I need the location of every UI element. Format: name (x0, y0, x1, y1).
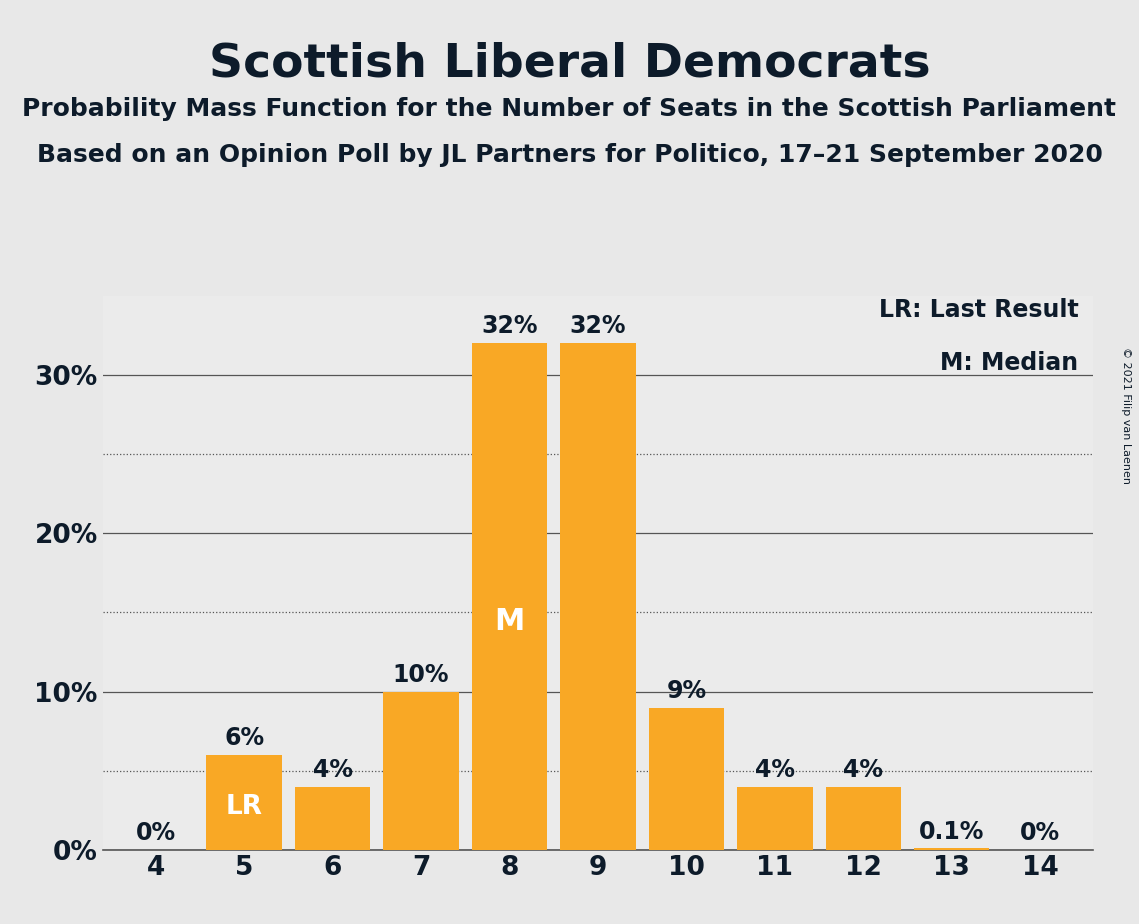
Bar (915, 848, 990, 850)
Bar (560, 343, 636, 850)
Bar (649, 708, 724, 850)
Bar (295, 786, 370, 850)
Text: 4%: 4% (755, 758, 795, 782)
Bar (472, 343, 547, 850)
Text: 0.1%: 0.1% (919, 820, 984, 844)
Text: 0%: 0% (136, 821, 175, 845)
Bar (737, 786, 812, 850)
Text: 4%: 4% (843, 758, 884, 782)
Text: 9%: 9% (666, 679, 706, 703)
Bar (384, 692, 459, 850)
Text: 10%: 10% (393, 663, 449, 687)
Text: M: Median: M: Median (941, 351, 1079, 375)
Bar (826, 786, 901, 850)
Text: Scottish Liberal Democrats: Scottish Liberal Democrats (208, 42, 931, 87)
Text: LR: Last Result: LR: Last Result (879, 298, 1079, 322)
Text: Based on an Opinion Poll by JL Partners for Politico, 17–21 September 2020: Based on an Opinion Poll by JL Partners … (36, 143, 1103, 167)
Text: 6%: 6% (224, 726, 264, 750)
Bar (206, 755, 281, 850)
Text: LR: LR (226, 795, 263, 821)
Text: 0%: 0% (1021, 821, 1060, 845)
Text: 32%: 32% (570, 314, 626, 338)
Text: 4%: 4% (312, 758, 353, 782)
Text: © 2021 Filip van Laenen: © 2021 Filip van Laenen (1121, 347, 1131, 484)
Text: M: M (494, 607, 525, 637)
Text: Probability Mass Function for the Number of Seats in the Scottish Parliament: Probability Mass Function for the Number… (23, 97, 1116, 121)
Text: 32%: 32% (482, 314, 538, 338)
